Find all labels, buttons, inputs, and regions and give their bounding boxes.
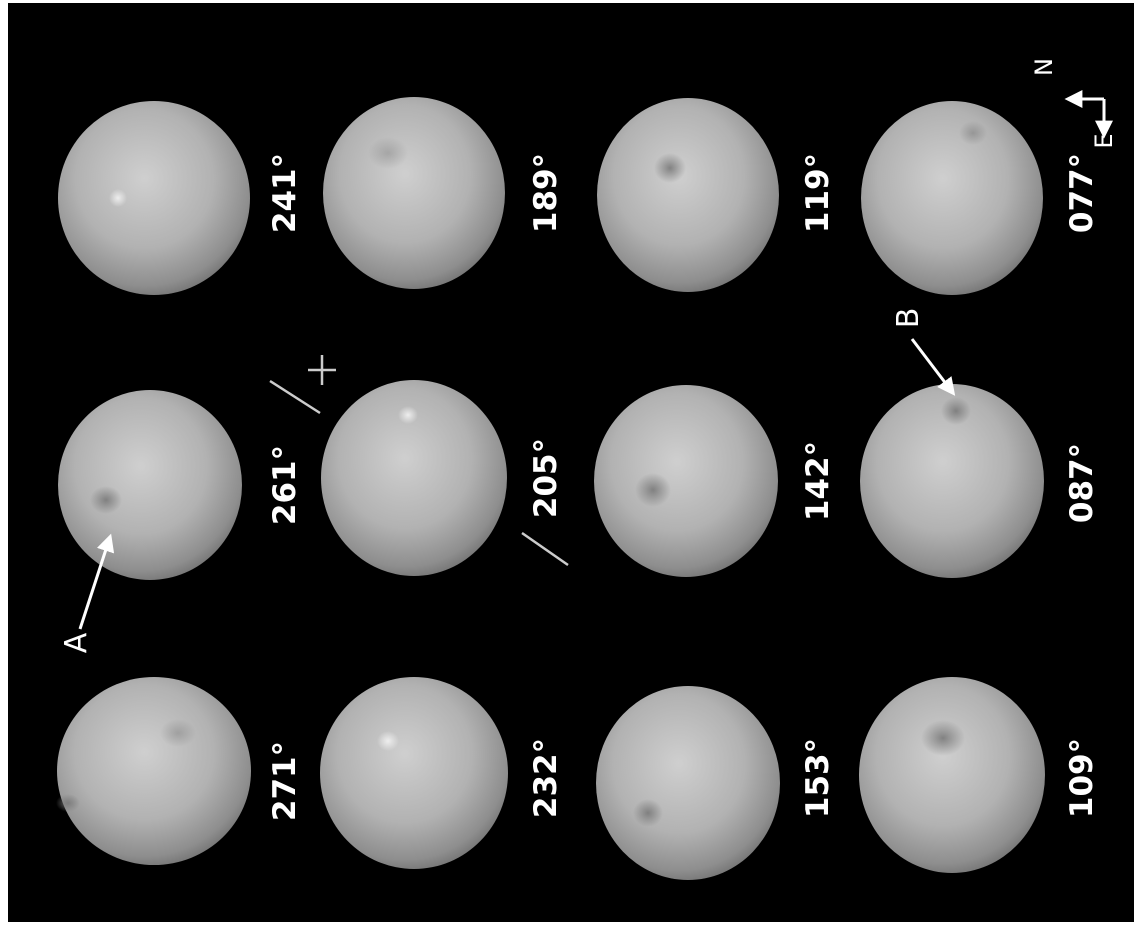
surface-spot — [633, 799, 663, 827]
asteroid-disc — [321, 380, 507, 576]
plus-marker — [308, 355, 336, 385]
rotation-angle-label: 232° — [528, 738, 564, 818]
panel-119: 119° — [597, 98, 836, 292]
tick-mark — [269, 379, 321, 415]
rotation-angle-label: 077° — [1064, 153, 1100, 233]
bright-spot — [109, 189, 127, 207]
asteroid-disc — [320, 677, 508, 869]
panel-142: 142° — [594, 385, 836, 577]
panel-241: 241° — [58, 101, 303, 295]
asteroid-disc — [57, 677, 251, 865]
rotation-angle-label: 205° — [528, 438, 564, 518]
panel-271: 271° — [56, 677, 303, 865]
bright-spot — [398, 406, 418, 424]
rotation-angle-label: 087° — [1064, 443, 1100, 523]
panel-261: 261° — [58, 390, 303, 580]
asteroid-disc — [323, 97, 505, 289]
panel-232: 232° — [320, 677, 564, 869]
tick-mark — [521, 531, 569, 567]
rotation-angle-label: 119° — [800, 153, 836, 233]
asteroid-disc — [58, 101, 250, 295]
surface-spot — [941, 397, 971, 425]
compass-north-label: N — [1030, 58, 1058, 76]
arrow-b — [910, 338, 956, 396]
panel-077: 077° — [861, 101, 1100, 295]
compass-rose: N E — [1030, 58, 1118, 149]
rotation-angle-label: 241° — [267, 153, 303, 233]
rotation-angle-label: 189° — [528, 153, 564, 233]
rotation-angle-label: 261° — [267, 445, 303, 525]
surface-spot — [635, 473, 671, 507]
annotation-a: A — [59, 533, 115, 653]
surface-spot — [654, 153, 686, 183]
surface-spot — [160, 719, 196, 747]
annotation-b: B — [891, 308, 956, 396]
asteroid-rotation-mosaic: 271° 261° 241° 232° 205° 189° 153° 142° — [8, 3, 1134, 922]
rotation-angle-label: 109° — [1064, 738, 1100, 818]
surface-spot — [90, 486, 122, 514]
surface-spot — [921, 720, 965, 756]
panel-205: 205° — [321, 380, 564, 576]
asteroid-disc — [597, 98, 779, 292]
asteroid-disc — [859, 677, 1045, 873]
surface-spot — [959, 121, 987, 145]
arrow-a — [78, 533, 115, 630]
rotation-angle-label: 153° — [800, 738, 836, 818]
panel-153: 153° — [596, 686, 836, 880]
panel-189: 189° — [323, 97, 564, 289]
asteroid-disc — [594, 385, 778, 577]
surface-spot — [368, 137, 408, 169]
panel-087: 087° — [860, 384, 1100, 578]
compass-east-label: E — [1090, 133, 1118, 148]
annotation-a-label: A — [59, 632, 94, 653]
asteroid-disc — [861, 101, 1043, 295]
panel-109: 109° — [859, 677, 1100, 873]
rotation-angle-label: 271° — [267, 741, 303, 821]
asteroid-disc — [596, 686, 780, 880]
surface-spot — [56, 794, 80, 812]
rotation-angle-label: 142° — [800, 441, 836, 521]
asteroid-disc — [860, 384, 1044, 578]
asteroid-disc — [58, 390, 242, 580]
bright-spot — [377, 731, 399, 751]
annotation-b-label: B — [891, 308, 926, 329]
